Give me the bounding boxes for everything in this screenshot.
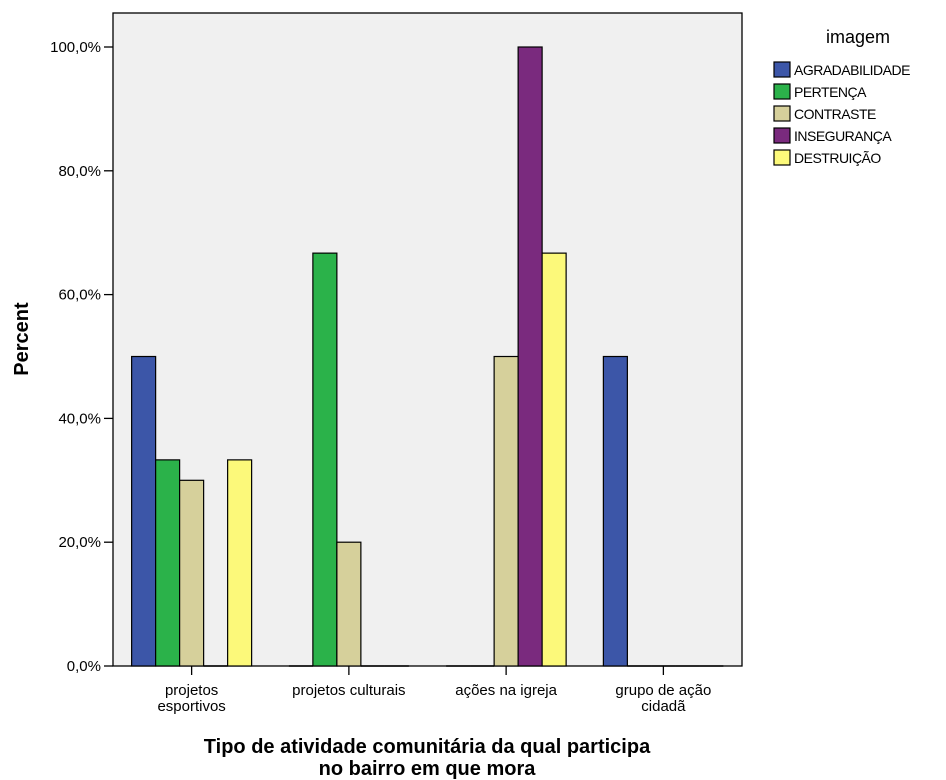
x-tick-label: ações na igreja xyxy=(455,682,557,699)
bar-destruição xyxy=(541,252,567,667)
y-tick-label: 60,0% xyxy=(58,287,101,304)
legend-swatch xyxy=(773,105,791,122)
legend-label: PERTENÇA xyxy=(794,84,867,100)
bar-destruição xyxy=(227,459,253,667)
bars xyxy=(131,46,724,667)
x-tick-label: cidadã xyxy=(641,698,686,715)
legend-label: AGRADABILIDADE xyxy=(794,62,910,78)
legend-title: imagem xyxy=(826,27,890,47)
bar-contraste xyxy=(336,541,362,667)
legend-label: CONTRASTE xyxy=(794,106,876,122)
legend-swatch xyxy=(773,61,791,78)
legend-label: INSEGURANÇA xyxy=(794,128,892,144)
x-tick-label: projetos culturais xyxy=(292,682,405,699)
legend-swatch xyxy=(773,83,791,100)
bar-agradabilidade xyxy=(131,355,157,667)
bar-contraste xyxy=(179,479,205,667)
x-tick-label: grupo de ação xyxy=(615,682,711,699)
y-axis-title: Percent xyxy=(11,302,33,376)
bar-insegurança xyxy=(517,46,543,667)
y-tick-label: 20,0% xyxy=(58,534,101,551)
legend-swatch xyxy=(773,149,791,166)
bar-contraste xyxy=(493,355,519,667)
bar-pertença xyxy=(312,252,338,667)
y-tick-label: 40,0% xyxy=(58,410,101,427)
bar-agradabilidade xyxy=(602,355,628,667)
x-axis-title-line-2: no bairro em que mora xyxy=(319,758,537,780)
legend-label: DESTRUIÇÃO xyxy=(794,150,881,166)
plot-area xyxy=(112,12,743,667)
x-axis-title-line-1: Tipo de atividade comunitária da qual pa… xyxy=(204,736,651,758)
legend-swatch xyxy=(773,127,791,144)
x-tick-label: esportivos xyxy=(157,698,225,715)
y-tick-label: 100,0% xyxy=(50,39,101,56)
x-tick-label: projetos xyxy=(165,682,218,699)
y-tick-label: 0,0% xyxy=(67,658,101,675)
y-axis: 0,0% 20,0% 40,0% 60,0% 80,0% 100,0% xyxy=(50,39,113,675)
bar-pertença xyxy=(155,459,181,667)
y-tick-label: 80,0% xyxy=(58,163,101,180)
legend: imagem AGRADABILIDADE PERTENÇA CONTRASTE IN… xyxy=(773,27,911,166)
